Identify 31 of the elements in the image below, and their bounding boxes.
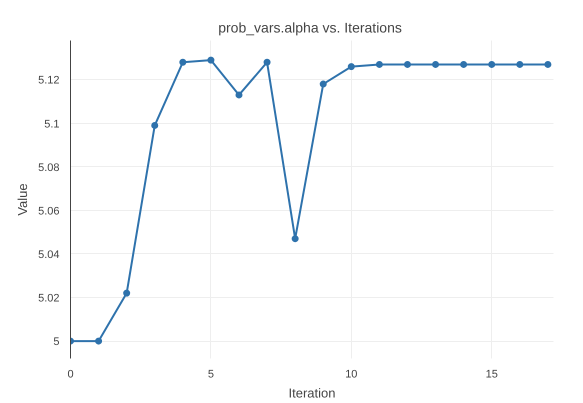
point — [292, 235, 299, 242]
point — [235, 91, 242, 98]
y-tick-label: 5.12 — [38, 74, 60, 87]
point — [179, 58, 186, 66]
point — [404, 60, 411, 68]
y-tick-label: 5.04 — [38, 248, 60, 261]
y-tick-label: 5.1 — [44, 118, 60, 130]
point — [207, 56, 214, 64]
y-axis-title: Value — [15, 183, 30, 216]
point — [376, 60, 383, 68]
point — [460, 60, 468, 68]
x-tick-label: 15 — [486, 368, 498, 380]
y-tick-label: 5 — [53, 336, 60, 348]
point — [348, 63, 355, 70]
point — [151, 122, 158, 129]
point — [95, 338, 102, 345]
point — [544, 60, 552, 68]
x-axis-title: Iteration — [288, 386, 336, 400]
y-tick-label: 5.08 — [38, 162, 60, 174]
point — [516, 60, 524, 68]
y-tick-label: 5.06 — [38, 205, 60, 218]
point — [123, 290, 130, 297]
point — [320, 80, 327, 88]
point — [488, 60, 496, 68]
x-tick-label: 10 — [345, 368, 358, 380]
point — [264, 58, 271, 66]
chart-title: prob_vars.alpha vs. Iterations — [218, 20, 402, 36]
point — [432, 60, 440, 68]
x-tick-label: 0 — [67, 368, 74, 380]
y-tick-label: 5.02 — [38, 292, 60, 305]
x-tick-label: 5 — [208, 368, 214, 380]
